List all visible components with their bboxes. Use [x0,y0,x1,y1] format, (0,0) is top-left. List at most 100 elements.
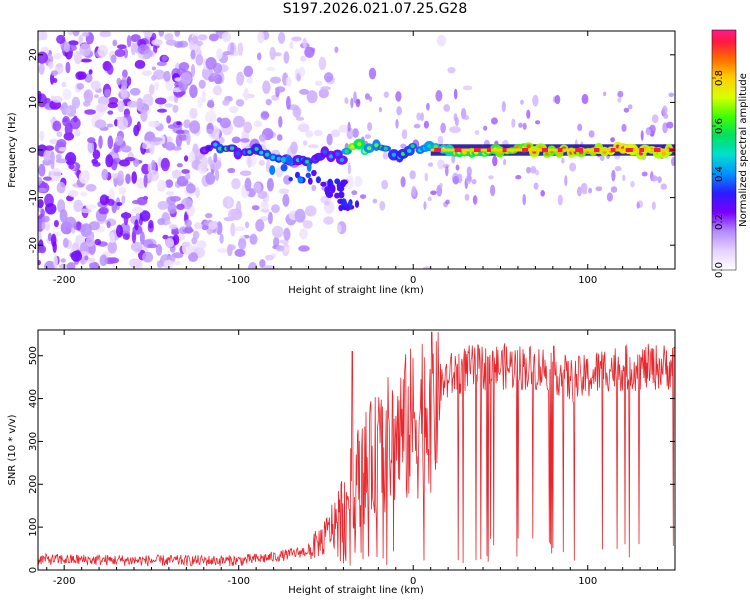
noise-blob [282,193,290,207]
noise-blob [483,125,488,131]
colorbar-tick-label: 0.8 [714,70,725,86]
noise-blob [520,99,524,105]
noise-blob [270,76,281,84]
branch-blob [306,162,312,172]
noise-blob [640,130,644,141]
noise-blob [235,99,245,107]
carrier-peak [610,148,616,152]
noise-blob [72,31,80,37]
noise-blob [599,155,605,162]
branch-blob [295,171,300,179]
noise-blob [198,79,206,89]
noise-blob [101,168,109,181]
y-tick-label: 0 [28,567,39,573]
noise-blob [243,121,253,134]
noise-blob [176,121,182,126]
noise-blob [125,173,131,185]
noise-blob [147,170,160,182]
noise-blob [231,136,241,144]
noise-blob [209,72,220,80]
noise-blob [134,219,139,231]
noise-blob [38,90,42,102]
noise-blob [265,98,272,106]
noise-blob [368,67,377,80]
noise-blob [64,216,77,229]
noise-blob [535,120,541,125]
noise-blob [99,31,112,38]
noise-blob [611,169,616,182]
noise-blob [379,201,386,211]
ridge-blob-core [383,146,388,151]
noise-blob [147,163,152,173]
noise-blob [165,141,176,151]
ridge-blob-core [328,154,334,159]
ridge-blob-core [322,149,327,154]
noise-blob [208,33,219,42]
noise-blob [259,216,269,221]
noise-blob [367,122,373,132]
noise-blob [73,115,78,123]
noise-blob [259,259,266,268]
chart-title: S197.2026.021.07.25.G28 [282,1,468,17]
noise-blob [436,184,443,197]
x-tick-label: 100 [578,576,597,587]
noise-blob [142,31,154,38]
ridge-blob-core [344,149,349,154]
noise-blob [302,140,308,146]
noise-blob [106,123,114,128]
y-tick-label: 200 [28,475,39,494]
noise-blob [284,246,290,252]
noise-blob [107,135,114,149]
noise-blob [595,186,603,192]
branch-blob [305,172,311,178]
noise-blob [192,35,199,44]
x-tick-label: -100 [227,275,250,286]
noise-blob [262,80,271,94]
noise-blob [234,226,246,231]
noise-blob [258,159,265,166]
noise-blob [78,170,90,184]
noise-blob [38,62,45,75]
noise-blob [151,39,163,46]
noise-blob [62,88,72,100]
noise-blob [610,137,615,143]
noise-blob [291,36,302,42]
noise-blob [182,241,193,256]
noise-blob [158,103,163,109]
branch-blob [324,190,331,196]
noise-blob [660,183,668,190]
noise-blob [195,187,200,199]
noise-blob [443,104,451,112]
carrier-peak [434,148,441,152]
noise-blob [289,41,294,49]
noise-blob [166,115,172,124]
noise-blob [92,161,101,167]
noise-blob [80,58,92,63]
noise-blob [216,248,229,254]
noise-blob [197,34,208,41]
noise-blob [231,178,241,190]
noise-blob [136,97,144,112]
noise-blob [157,218,166,226]
noise-blob [318,56,327,71]
branch-blob [337,198,344,204]
noise-blob [427,162,434,167]
noise-blob [67,40,79,46]
noise-blob [353,91,357,104]
noise-blob [278,32,286,44]
noise-blob [68,164,75,170]
noise-blob [302,220,313,229]
x-tick-label: -200 [53,275,76,286]
snr-xlabel: Height of straight line (km) [288,585,424,596]
noise-blob [148,120,160,128]
noise-blob [65,107,72,115]
noise-blob [85,235,95,247]
noise-blob [60,258,66,263]
ridge-blob-core [317,154,322,159]
branch-blob [339,179,347,188]
noise-blob [645,128,652,136]
noise-blob [318,88,329,99]
branch-blob [297,177,304,183]
noise-blob [526,166,531,174]
noise-blob [205,172,216,185]
